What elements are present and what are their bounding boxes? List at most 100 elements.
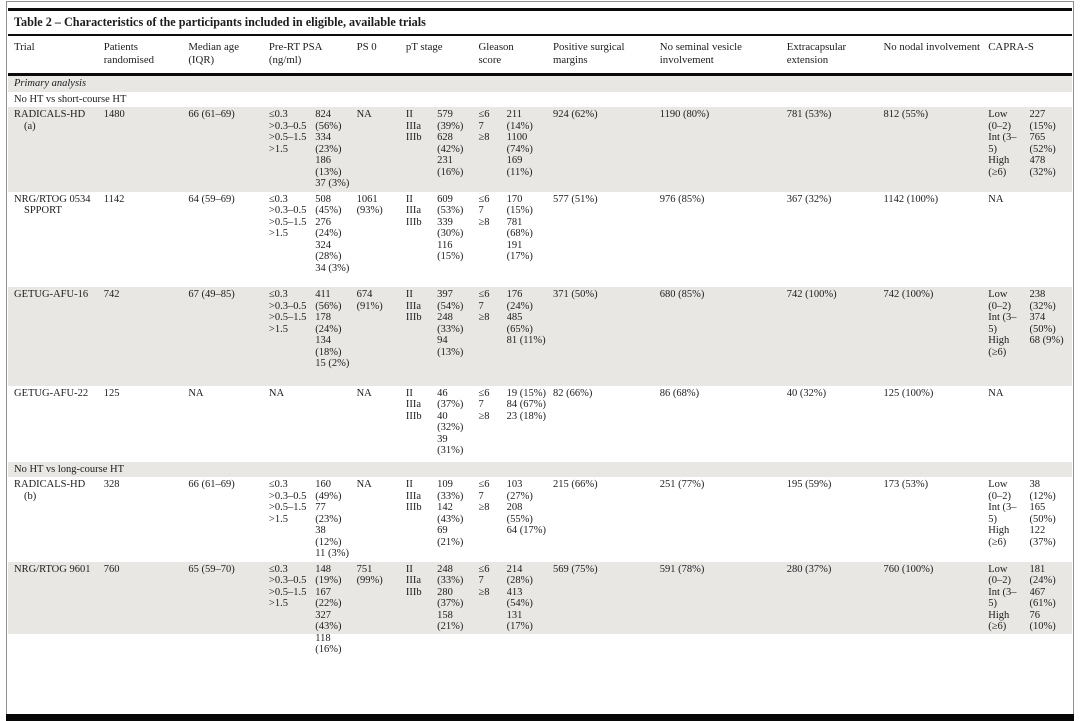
section-row: No HT vs short-course HT — [8, 92, 1072, 108]
top-rule — [8, 8, 1072, 11]
trial-row: NRG/RTOG 0534 SPPORT 1142 64 (59–69) ≤0.3 >… — [8, 192, 1072, 288]
cell-nni: 173 (53%) — [883, 479, 929, 490]
trial-row: GETUG-AFU-16 742 67 (49–85) ≤0.3 >0.3–0.5 >… — [8, 287, 1072, 386]
cell-ece: 367 (32%) — [786, 193, 832, 205]
cell-capra_cat: Low (0–2) Int (3–5) High (≥6) — [988, 287, 1030, 386]
trial-row: RADICALS-HD (b) 328 66 (61–69) ≤0.3 >0.3–0.… — [8, 477, 1072, 562]
cell-gleason_cat: ≤6 7 ≥8 — [478, 387, 490, 422]
cell-trial: NRG/RTOG 9601 — [8, 561, 104, 658]
cell-nni: 760 (100%) — [883, 561, 989, 658]
cell-pt_cat: II IIIa IIIb — [405, 107, 438, 192]
cell-gleason_cat: ≤6 7 ≥8 — [478, 479, 490, 513]
cell-patients: 1142 — [103, 193, 125, 205]
cell-trial: NRG/RTOG 0534 SPPORT — [14, 193, 91, 217]
cell-pt_val: 579 (39%) 628 (42%) 231 (16%) — [437, 107, 479, 192]
cell-trial: GETUG-AFU-22 — [14, 387, 89, 399]
cell-gleason_cat: ≤6 7 ≥8 — [478, 107, 507, 192]
bottom-rule — [6, 714, 1074, 721]
cell-pt_val: 397 (54%) 248 (33%) 94 (13%) — [437, 287, 479, 386]
cell-psm: 569 (75%) — [553, 561, 660, 658]
cell-psa_cat: ≤0.3 >0.3–0.5 >0.5–1.5 >1.5 — [268, 561, 316, 658]
cell-psa_cat: ≤0.3 >0.3–0.5 >0.5–1.5 >1.5 — [268, 479, 307, 525]
cell-patients: 328 — [103, 479, 120, 490]
section-label: No HT vs short-course HT — [14, 93, 127, 105]
trial-row: RADICALS-HD (a) 1480 66 (61–69) ≤0.3 >0.3–0… — [8, 107, 1072, 192]
cell-pt_cat: II IIIa IIIb — [405, 287, 438, 386]
section-label: No HT vs long-course HT — [8, 461, 1072, 477]
header-row: Trial Patients randomised Median age (IQR)… — [8, 36, 1072, 76]
cell-capra_cat: Low (0–2) Int (3–5) High (≥6) — [988, 107, 1030, 192]
cell-gleason_val: 19 (15%) 84 (67%) 23 (18%) — [506, 387, 547, 422]
cell-nni: 812 (55%) — [883, 107, 989, 192]
cell-psm: 82 (66%) — [553, 387, 593, 399]
column-header: Trial — [8, 36, 104, 76]
column-header: No nodal involvement — [883, 36, 989, 76]
table-header: Trial Patients randomised Median age (IQR)… — [8, 36, 1072, 76]
trial-row: GETUG-AFU-22 125 NA NA NA II IIIa IIIb 46 (37%… — [8, 386, 1072, 462]
cell-median_age: 66 (61–69) — [188, 107, 269, 192]
cell-pt_val: 609 (53%) 339 (30%) 116 (15%) — [437, 193, 464, 263]
cell-psa_cat: NA — [268, 387, 285, 399]
cell-median_age: 67 (49–85) — [188, 287, 269, 386]
section-row: Primary analysis — [8, 74, 1072, 92]
column-header: PS 0 — [356, 36, 406, 76]
cell-psm: 371 (50%) — [553, 287, 660, 386]
cell-nsvi: 251 (77%) — [659, 479, 705, 490]
cell-ece: 781 (53%) — [786, 107, 884, 192]
cell-gleason_val: 176 (24%) 485 (65%) 81 (11%) — [506, 287, 553, 386]
column-header: CAPRA-S — [988, 36, 1072, 76]
cell-psa_val: 508 (45%) 276 (24%) 324 (28%) 34 (3%) — [315, 193, 350, 274]
cell-capra_cat: NA — [988, 387, 1004, 399]
cell-psa_val: 148 (19%) 167 (22%) 327 (43%) 118 (16%) — [315, 561, 357, 658]
cell-gleason_val: 211 (14%) 1100 (74%) 169 (11%) — [506, 107, 553, 192]
cell-pt_val: 46 (37%) 40 (32%) 39 (31%) — [437, 387, 464, 457]
table-body: Primary analysis No HT vs short-course HT… — [8, 74, 1072, 658]
cell-ps0: NA — [356, 479, 372, 490]
cell-capra_val — [1030, 192, 1072, 288]
cell-median_age: NA — [188, 387, 204, 399]
cell-median_age: 66 (61–69) — [188, 479, 235, 490]
cell-trial: RADICALS-HD (b) — [14, 479, 86, 502]
cell-psa_val: 411 (56%) 178 (24%) 134 (18%) 15 (2%) — [315, 287, 357, 386]
cell-nni: 1142 (100%) — [883, 193, 939, 205]
cell-psm: 924 (62%) — [553, 107, 660, 192]
column-header: No seminal vesicle involvement — [659, 36, 787, 76]
cell-capra_cat: NA — [988, 193, 1004, 205]
cell-gleason_val: 214 (28%) 413 (54%) 131 (17%) — [506, 561, 553, 658]
cell-capra_val — [1030, 386, 1072, 462]
cell-psa_val — [315, 386, 356, 462]
cell-gleason_cat: ≤6 7 ≥8 — [478, 193, 490, 228]
cell-patients: 1480 — [103, 107, 189, 192]
cell-gleason_cat: ≤6 7 ≥8 — [478, 561, 507, 658]
cell-gleason_val: 103 (27%) 208 (55%) 64 (17%) — [506, 479, 547, 536]
cell-patients: 760 — [103, 561, 189, 658]
cell-pt_cat: II IIIa IIIb — [405, 561, 438, 658]
column-header: Extracapsular extension — [786, 36, 884, 76]
cell-nsvi: 86 (68%) — [659, 387, 700, 399]
cell-pt_val: 109 (33%) 142 (43%) 69 (21%) — [437, 479, 464, 548]
cell-ps0: 751 (99%) — [356, 561, 406, 658]
cell-pt_cat: II IIIa IIIb — [405, 387, 422, 422]
cell-capra_val: 181 (24%) 467 (61%) 76 (10%) — [1029, 561, 1072, 658]
cell-gleason_val: 170 (15%) 781 (68%) 191 (17%) — [506, 193, 533, 263]
column-header: Positive surgical margins — [553, 36, 660, 76]
cell-nsvi: 680 (85%) — [659, 287, 787, 386]
trial-row: NRG/RTOG 9601 760 65 (59–70) ≤0.3 >0.3–0.5 … — [8, 561, 1072, 658]
cell-patients: 125 — [103, 387, 120, 399]
cell-nsvi: 591 (78%) — [659, 561, 787, 658]
cell-capra_val: 227 (15%) 765 (52%) 478 (32%) — [1029, 107, 1072, 192]
cell-ps0: NA — [356, 107, 406, 192]
cell-psm: 577 (51%) — [553, 193, 598, 205]
cell-ps0: NA — [356, 387, 372, 399]
cell-patients: 742 — [103, 287, 189, 386]
cell-psa_val: 824 (56%) 334 (23%) 186 (13%) 37 (3%) — [315, 107, 357, 192]
table-title: Table 2 – Characteristics of the partici… — [14, 15, 426, 29]
section-row: No HT vs long-course HT — [8, 461, 1072, 477]
cell-psa_cat: ≤0.3 >0.3–0.5 >0.5–1.5 >1.5 — [268, 193, 307, 240]
cell-ece: 742 (100%) — [786, 287, 884, 386]
column-header: Median age (IQR) — [188, 36, 269, 76]
cell-psa_val: 160 (49%) 77 (23%) 38 (12%) 11 (3%) — [315, 479, 349, 559]
cell-capra_cat: Low (0–2) Int (3–5) High (≥6) — [988, 561, 1030, 658]
cell-pt_cat: II IIIa IIIb — [405, 193, 422, 228]
column-header: Patients randomised — [103, 36, 189, 76]
